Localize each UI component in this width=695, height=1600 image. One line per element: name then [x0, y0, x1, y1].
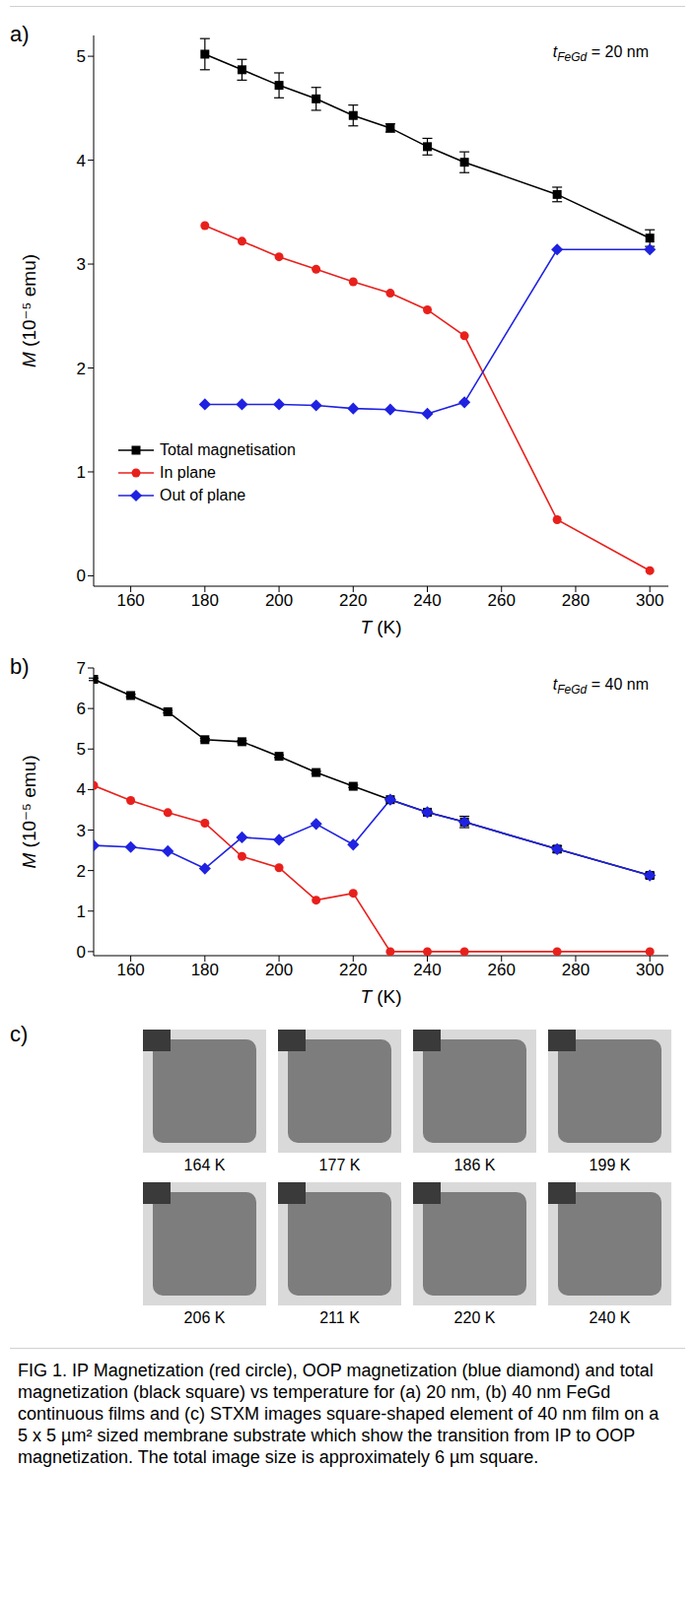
html-text:164 K: 164 K — [183, 1157, 226, 1175]
html-text:177 K: 177 K — [319, 1157, 361, 1175]
svg-text:300: 300 — [635, 591, 664, 611]
svg-text:260: 260 — [487, 591, 516, 611]
html-text:199 K: 199 K — [589, 1157, 631, 1175]
svg-text:180: 180 — [191, 961, 219, 980]
svg-text:0: 0 — [76, 566, 86, 586]
svg-text:240: 240 — [413, 961, 441, 980]
svg-text:M (10⁻⁵ emu): M (10⁻⁵ emu) — [18, 254, 40, 368]
svg-text:3: 3 — [76, 822, 86, 841]
html-text:206 K: 206 K — [183, 1310, 226, 1327]
html-text:tFeGd= 20 nm: tFeGd= 20 nm — [552, 43, 649, 65]
svg-text:5: 5 — [76, 47, 86, 67]
svg-text:160: 160 — [116, 591, 144, 611]
html-text:a): a) — [9, 21, 30, 47]
html-text:211 K: 211 K — [319, 1310, 360, 1327]
html-text:b): b) — [9, 654, 30, 680]
svg-text:5: 5 — [76, 740, 86, 760]
svg-text:180: 180 — [191, 591, 219, 611]
svg-text:2: 2 — [76, 359, 86, 379]
svg-text:200: 200 — [265, 961, 293, 980]
svg-text:300: 300 — [635, 961, 664, 980]
svg-text:T (K): T (K) — [359, 617, 402, 638]
svg-text:260: 260 — [487, 961, 516, 980]
svg-text:4: 4 — [76, 780, 86, 800]
html-text:tFeGd= 40 nm: tFeGd= 40 nm — [552, 676, 649, 698]
html-text:c): c) — [9, 1022, 28, 1047]
html-text:In plane: In plane — [159, 463, 216, 481]
svg-text:2: 2 — [76, 862, 86, 882]
svg-text:M (10⁻⁵ emu): M (10⁻⁵ emu) — [18, 755, 40, 869]
svg-text:240: 240 — [413, 591, 441, 611]
svg-text:7: 7 — [76, 659, 86, 679]
svg-text:3: 3 — [76, 255, 86, 275]
svg-text:220: 220 — [339, 961, 367, 980]
svg-text:6: 6 — [76, 699, 86, 719]
html-text:220 K: 220 K — [454, 1310, 496, 1327]
html-text:186 K: 186 K — [454, 1157, 496, 1175]
svg-text:280: 280 — [561, 961, 590, 980]
svg-text:1: 1 — [76, 463, 86, 483]
svg-text:T (K): T (K) — [359, 986, 402, 1008]
svg-text:280: 280 — [561, 591, 590, 611]
html-text:240 K: 240 K — [589, 1310, 631, 1327]
svg-text:220: 220 — [339, 591, 367, 611]
html-text:FIG 1. IP Magnetization (red c: FIG 1. IP Magnetization (red circle), OO… — [17, 1361, 659, 1468]
svg-text:1: 1 — [76, 903, 86, 922]
svg-text:200: 200 — [265, 591, 293, 611]
html-text:Total magnetisation: Total magnetisation — [159, 441, 296, 458]
html-text:Out of plane: Out of plane — [159, 486, 246, 504]
svg-text:4: 4 — [76, 151, 86, 171]
svg-text:160: 160 — [116, 961, 144, 980]
svg-text:0: 0 — [76, 943, 86, 963]
